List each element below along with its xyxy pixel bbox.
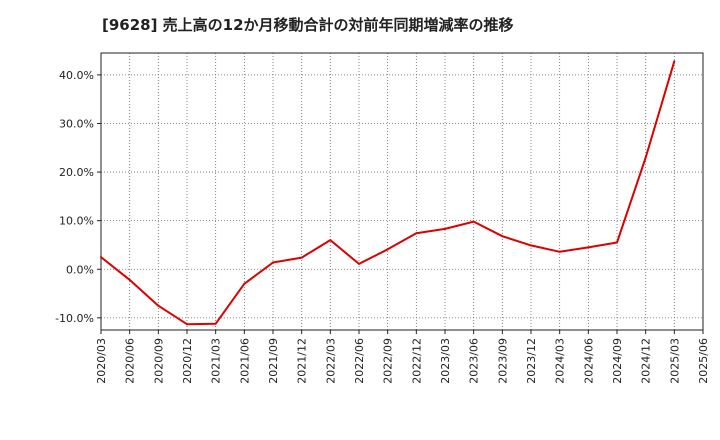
y-tick-label: 0.0% (66, 263, 94, 276)
data-point (415, 232, 418, 235)
y-tick-label: 40.0% (59, 69, 94, 82)
y-tick-label: -10.0% (55, 312, 94, 325)
y-tick-label: 30.0% (59, 117, 94, 130)
data-point (644, 156, 647, 159)
x-tick-label: 2021/06 (238, 338, 251, 384)
x-tick-label: 2024/03 (554, 338, 567, 384)
x-tick-label: 2022/03 (324, 338, 337, 384)
x-tick-label: 2022/12 (410, 338, 423, 384)
x-tick-label: 2024/12 (640, 338, 653, 384)
x-axis-ticks: 2020/03 2020/06 2020/09 2020/12 2021/03 2021/… (95, 330, 710, 384)
chart-title: [9628] 売上高の12か月移動合計の対前年同期増減率の推移 (102, 16, 514, 34)
data-point (329, 239, 332, 242)
data-point (558, 250, 561, 253)
x-tick-label: 2024/09 (611, 338, 624, 384)
x-tick-label: 2023/03 (439, 338, 452, 384)
data-point (673, 60, 676, 63)
data-point (358, 262, 360, 265)
x-tick-label: 2025/03 (668, 338, 681, 384)
x-tick-label: 2023/09 (496, 338, 509, 384)
data-point (472, 220, 475, 223)
x-tick-label: 2022/06 (353, 338, 366, 384)
grid-lines (101, 53, 703, 330)
data-point (272, 261, 274, 264)
x-tick-label: 2021/09 (267, 338, 280, 384)
y-tick-label: 10.0% (59, 215, 94, 228)
data-point (300, 256, 303, 259)
x-tick-label: 2023/12 (525, 338, 538, 384)
x-tick-label: 2020/09 (152, 338, 165, 384)
data-point (501, 235, 504, 238)
data-point (616, 241, 618, 244)
x-tick-label: 2020/03 (95, 338, 108, 384)
data-point (157, 304, 160, 307)
x-tick-label: 2021/03 (210, 338, 223, 384)
x-tick-label: 2020/06 (124, 338, 137, 384)
x-tick-label: 2022/09 (382, 338, 395, 384)
data-point (444, 227, 446, 230)
x-tick-label: 2024/06 (582, 338, 595, 384)
data-point (128, 278, 131, 281)
plot-area-frame (100, 52, 704, 331)
series-group (100, 60, 676, 326)
x-tick-label: 2023/06 (468, 338, 481, 384)
data-point (214, 322, 217, 325)
y-axis-ticks: 40.0% 30.0% 20.0% 10.0% 0.0% -10.0% (55, 69, 101, 325)
data-point (243, 282, 246, 285)
x-tick-label: 2025/06 (697, 338, 710, 384)
data-point (386, 248, 389, 251)
y-tick-label: 20.0% (59, 166, 94, 179)
x-tick-label: 2020/12 (181, 338, 194, 384)
data-point (530, 244, 532, 247)
x-tick-label: 2021/12 (296, 338, 309, 384)
data-point (100, 256, 102, 259)
data-point (186, 323, 188, 326)
data-point (587, 246, 590, 249)
